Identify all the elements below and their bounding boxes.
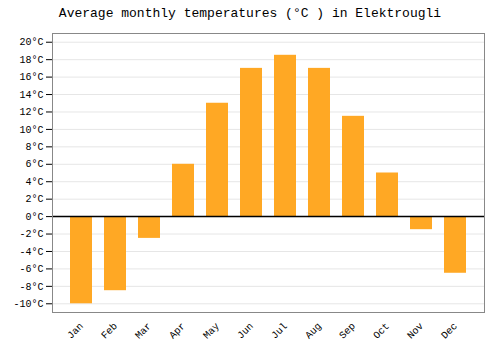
svg-text:12°C: 12°C [19, 107, 43, 118]
svg-text:Nov: Nov [405, 321, 426, 342]
svg-text:-8°C: -8°C [19, 282, 43, 293]
svg-text:2°C: 2°C [25, 194, 43, 205]
svg-text:-2°C: -2°C [19, 229, 43, 240]
svg-text:Aug: Aug [303, 321, 324, 342]
svg-text:Jun: Jun [235, 321, 256, 342]
svg-text:May: May [201, 321, 222, 342]
svg-text:6°C: 6°C [25, 159, 43, 170]
svg-text:4°C: 4°C [25, 177, 43, 188]
svg-text:18°C: 18°C [19, 55, 43, 66]
svg-text:Apr: Apr [167, 321, 188, 342]
svg-text:Jul: Jul [269, 321, 290, 342]
svg-text:10°C: 10°C [19, 125, 43, 136]
svg-text:Oct: Oct [371, 321, 392, 342]
svg-text:-4°C: -4°C [19, 247, 43, 258]
svg-text:16°C: 16°C [19, 72, 43, 83]
svg-text:Jan: Jan [65, 321, 86, 342]
svg-text:Feb: Feb [99, 321, 120, 342]
svg-text:Mar: Mar [133, 321, 154, 342]
svg-text:8°C: 8°C [25, 142, 43, 153]
html-text:Average monthly temperatures (: Average monthly temperatures (°C ) in El… [58, 6, 442, 21]
svg-text:20°C: 20°C [19, 37, 43, 48]
svg-text:0°C: 0°C [25, 212, 43, 223]
svg-text:-6°C: -6°C [19, 264, 43, 275]
svg-text:14°C: 14°C [19, 90, 43, 101]
svg-text:Dec: Dec [439, 321, 460, 342]
svg-text:Sep: Sep [337, 321, 358, 342]
svg-text:-10°C: -10°C [13, 299, 43, 310]
